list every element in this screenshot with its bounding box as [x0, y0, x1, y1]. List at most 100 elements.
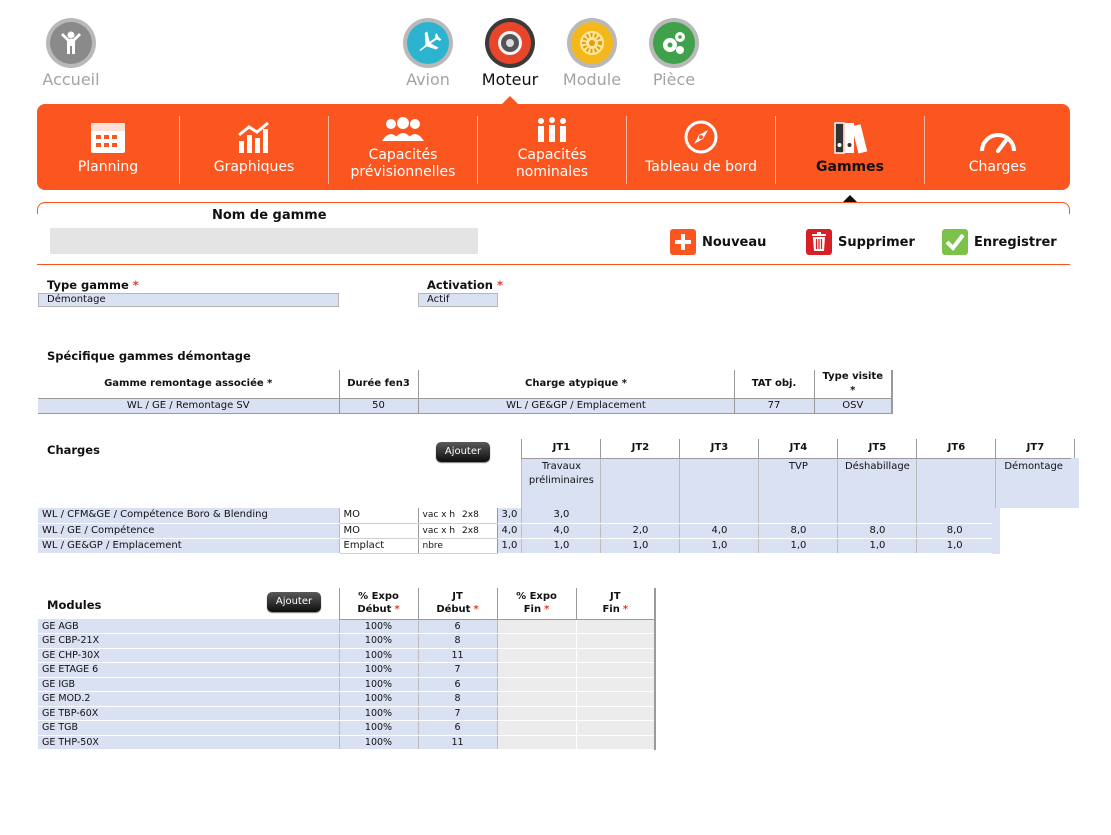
modules-cell[interactable]: GE TGB: [38, 720, 340, 736]
modules-cell[interactable]: [576, 677, 656, 692]
modules-cell[interactable]: 11: [418, 735, 498, 750]
home-nav-button[interactable]: [46, 18, 96, 68]
charges-cell[interactable]: 4,0: [496, 523, 522, 539]
modules-cell[interactable]: GE TBP-60X: [38, 706, 340, 721]
delete-button[interactable]: Supprimer: [806, 229, 915, 255]
charges-cell[interactable]: 4,0: [679, 523, 759, 539]
modules-cell[interactable]: [576, 706, 656, 721]
specifique-cell[interactable]: OSV: [814, 398, 893, 414]
charges-cell[interactable]: [837, 508, 917, 524]
charges-jt-phase[interactable]: [679, 458, 759, 508]
modules-cell[interactable]: GE ETAGE 6: [38, 662, 340, 678]
modules-cell[interactable]: [497, 735, 577, 750]
charges-cell[interactable]: [916, 508, 1000, 524]
modules-cell[interactable]: 6: [418, 677, 498, 692]
modules-cell[interactable]: [576, 648, 656, 663]
piece-nav-button[interactable]: [649, 18, 699, 68]
charges-jt-phase[interactable]: Travaux préliminaires: [521, 458, 601, 508]
modules-cell[interactable]: [497, 691, 577, 707]
menu-item-gammes[interactable]: Gammes: [776, 104, 924, 190]
modules-cell[interactable]: [497, 619, 577, 634]
charges-cell[interactable]: WL / GE&GP / Emplacement: [38, 538, 340, 554]
charges-jt-phase[interactable]: TVP: [758, 458, 838, 508]
type-gamme-field[interactable]: Démontage: [38, 293, 339, 307]
charges-cell[interactable]: 2,0: [600, 523, 680, 539]
charges-cell[interactable]: [758, 508, 838, 524]
modules-cell[interactable]: 100%: [339, 691, 419, 707]
modules-cell[interactable]: [497, 706, 577, 721]
charges-unit-cell[interactable]: vac x h 2x8: [418, 523, 498, 539]
charges-cell[interactable]: Emplact: [339, 538, 419, 554]
modules-cell[interactable]: 100%: [339, 677, 419, 692]
charges-cell[interactable]: 1,0: [521, 538, 601, 554]
charges-cell[interactable]: MO: [339, 508, 419, 524]
charges-cell[interactable]: 8,0: [916, 523, 1000, 539]
modules-cell[interactable]: GE IGB: [38, 677, 340, 692]
modules-cell[interactable]: 8: [418, 691, 498, 707]
modules-cell[interactable]: 100%: [339, 619, 419, 634]
modules-cell[interactable]: 100%: [339, 706, 419, 721]
charges-cell[interactable]: [679, 508, 759, 524]
menu-item-tableau-de-bord[interactable]: Tableau de bord: [627, 104, 775, 190]
modules-cell[interactable]: [497, 633, 577, 649]
modules-cell[interactable]: [576, 633, 656, 649]
modules-cell[interactable]: 7: [418, 662, 498, 678]
charges-cell[interactable]: 1,0: [496, 538, 522, 554]
save-button[interactable]: Enregistrer: [942, 229, 1057, 255]
modules-cell[interactable]: [576, 691, 656, 707]
modules-cell[interactable]: [576, 662, 656, 678]
modules-cell[interactable]: 100%: [339, 648, 419, 663]
charges-cell[interactable]: MO: [339, 523, 419, 539]
module-nav-button[interactable]: [567, 18, 617, 68]
menu-item-capacites-previsionnelles[interactable]: Capacités prévisionnelles: [329, 104, 477, 190]
specifique-cell[interactable]: 77: [734, 398, 815, 414]
modules-cell[interactable]: GE CBP-21X: [38, 633, 340, 649]
charges-cell[interactable]: 1,0: [679, 538, 759, 554]
modules-cell[interactable]: 7: [418, 706, 498, 721]
charges-add-button[interactable]: Ajouter: [436, 442, 490, 462]
specifique-cell[interactable]: WL / GE&GP / Emplacement: [418, 398, 735, 414]
charges-cell[interactable]: 1,0: [916, 538, 1000, 554]
charges-cell[interactable]: 3,0: [496, 508, 522, 524]
charges-cell[interactable]: 1,0: [837, 538, 917, 554]
modules-cell[interactable]: 100%: [339, 662, 419, 678]
charges-unit-cell[interactable]: nbre: [418, 538, 498, 554]
modules-cell[interactable]: 11: [418, 648, 498, 663]
charges-jt-phase[interactable]: Démontage: [995, 458, 1079, 508]
charges-cell[interactable]: 1,0: [758, 538, 838, 554]
moteur-nav-button[interactable]: [485, 18, 535, 68]
charges-cell[interactable]: 3,0: [521, 508, 601, 524]
modules-cell[interactable]: 100%: [339, 633, 419, 649]
charges-jt-phase[interactable]: [600, 458, 680, 508]
charges-cell[interactable]: 8,0: [758, 523, 838, 539]
charges-unit-cell[interactable]: vac x h 2x8: [418, 508, 498, 524]
modules-cell[interactable]: [497, 648, 577, 663]
charges-cell[interactable]: 8,0: [837, 523, 917, 539]
modules-cell[interactable]: [497, 720, 577, 736]
modules-cell[interactable]: GE AGB: [38, 619, 340, 634]
menu-item-capacites-nominales[interactable]: Capacités nominales: [478, 104, 626, 190]
specifique-cell[interactable]: WL / GE / Remontage SV: [38, 398, 340, 414]
charges-cell[interactable]: 4,0: [521, 523, 601, 539]
charges-jt-phase[interactable]: Déshabillage: [837, 458, 917, 508]
charges-cell[interactable]: WL / CFM&GE / Compétence Boro & Blending: [38, 508, 340, 524]
modules-cell[interactable]: 6: [418, 619, 498, 634]
menu-item-graphiques[interactable]: Graphiques: [180, 104, 328, 190]
charges-cell[interactable]: WL / GE / Compétence: [38, 523, 340, 539]
modules-cell[interactable]: [497, 662, 577, 678]
modules-cell[interactable]: 100%: [339, 735, 419, 750]
modules-cell[interactable]: [576, 720, 656, 736]
new-button[interactable]: Nouveau: [670, 229, 766, 255]
menu-item-planning[interactable]: Planning: [37, 104, 179, 190]
charges-cell[interactable]: 1,0: [600, 538, 680, 554]
gamme-name-input[interactable]: [50, 228, 478, 254]
menu-item-charges[interactable]: Charges: [925, 104, 1070, 190]
charges-cell[interactable]: [600, 508, 680, 524]
charges-jt-phase[interactable]: [916, 458, 996, 508]
modules-add-button[interactable]: Ajouter: [267, 592, 321, 612]
avion-nav-button[interactable]: [403, 18, 453, 68]
modules-cell[interactable]: GE MOD.2: [38, 691, 340, 707]
modules-cell[interactable]: [576, 735, 656, 750]
modules-cell[interactable]: GE THP-50X: [38, 735, 340, 750]
modules-cell[interactable]: 8: [418, 633, 498, 649]
